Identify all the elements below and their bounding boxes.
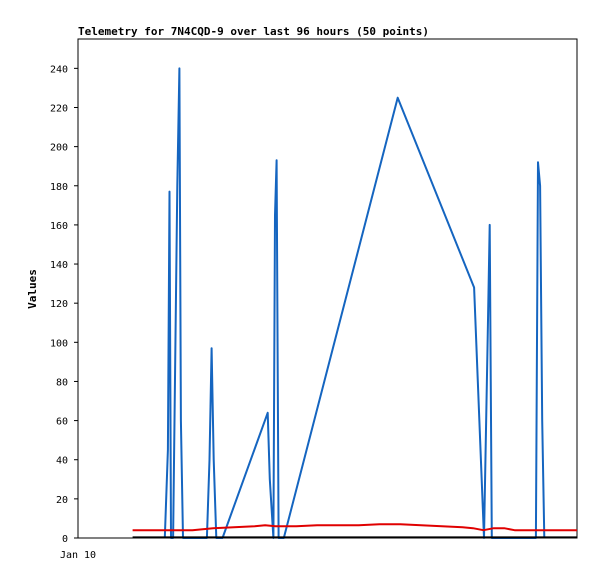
chart-title: Telemetry for 7N4CQD-9 over last 96 hour…: [78, 25, 429, 38]
y-axis: 0 20 40 60 80 100 120 140 160 180 200 220 240: [50, 64, 78, 545]
y-tick-label: 60: [56, 417, 68, 428]
x-tick-label: Jan 10: [60, 550, 96, 561]
plot-area: [77, 38, 578, 539]
x-axis: Jan 10: [60, 550, 96, 561]
y-tick-label: 40: [56, 456, 68, 467]
y-tick-label: 200: [50, 143, 68, 154]
y-tick-label: 140: [50, 260, 68, 271]
series-layer: [132, 67, 577, 539]
y-tick-label: 240: [50, 64, 68, 75]
series-line-2: [132, 523, 577, 532]
y-tick-label: 160: [50, 221, 68, 232]
y-tick-label: 0: [62, 534, 68, 545]
y-tick-label: 120: [50, 299, 68, 310]
y-tick-label: 80: [56, 377, 68, 388]
y-tick-label: 180: [50, 182, 68, 193]
y-tick-label: 20: [56, 495, 68, 506]
y-tick-label: 100: [50, 338, 68, 349]
y-axis-title: Values: [26, 269, 39, 309]
y-tick-label: 220: [50, 103, 68, 114]
